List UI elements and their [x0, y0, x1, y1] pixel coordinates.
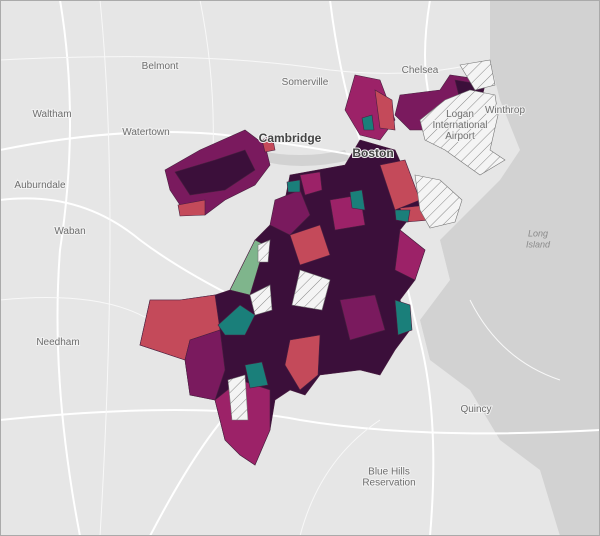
no-data	[227, 59, 506, 421]
label-line: Watertown	[122, 127, 169, 138]
place-label: Chelsea	[402, 65, 439, 76]
label-line: Winthrop	[485, 105, 525, 116]
label-line: Auburndale	[14, 180, 66, 191]
place-label: Waltham	[32, 109, 71, 120]
label-line: Island	[526, 240, 551, 250]
label-line: International	[432, 120, 487, 131]
label-line: Cambridge	[259, 131, 322, 145]
label-line: Logan	[446, 109, 474, 120]
place-label: Winthrop	[485, 105, 525, 116]
place-label: Watertown	[122, 127, 169, 138]
label-line: Waltham	[32, 109, 71, 120]
label-line: Long	[528, 229, 548, 239]
place-label: Auburndale	[14, 180, 66, 191]
place-label: Long Island	[526, 229, 551, 250]
label-line: Airport	[445, 131, 475, 142]
place-label: Quincy	[460, 404, 491, 415]
label-line: Quincy	[460, 404, 491, 415]
place-label: Logan International Airport	[432, 109, 487, 142]
tracts	[139, 74, 486, 466]
place-label: Boston	[352, 146, 393, 160]
place-label: Needham	[36, 337, 79, 348]
place-labels: Belmont Somerville Chelsea Waltham Watertown…	[13, 60, 551, 490]
label-line: Belmont	[142, 61, 179, 72]
label-line: Boston	[352, 146, 393, 160]
water	[420, 0, 600, 536]
label-line: Waban	[54, 226, 85, 237]
label-line: Chelsea	[402, 65, 439, 76]
label-line: Somerville	[282, 77, 329, 88]
place-label: Cambridge	[259, 131, 322, 145]
river	[255, 150, 350, 166]
label-line: Needham	[36, 337, 79, 348]
label-line: Blue Hills	[368, 467, 410, 478]
place-label: Belmont	[142, 61, 179, 72]
place-label: Blue Hills Reservation	[362, 467, 415, 489]
place-label: Somerville	[282, 77, 329, 88]
place-label: Waban	[54, 226, 85, 237]
label-line: Reservation	[362, 478, 415, 489]
